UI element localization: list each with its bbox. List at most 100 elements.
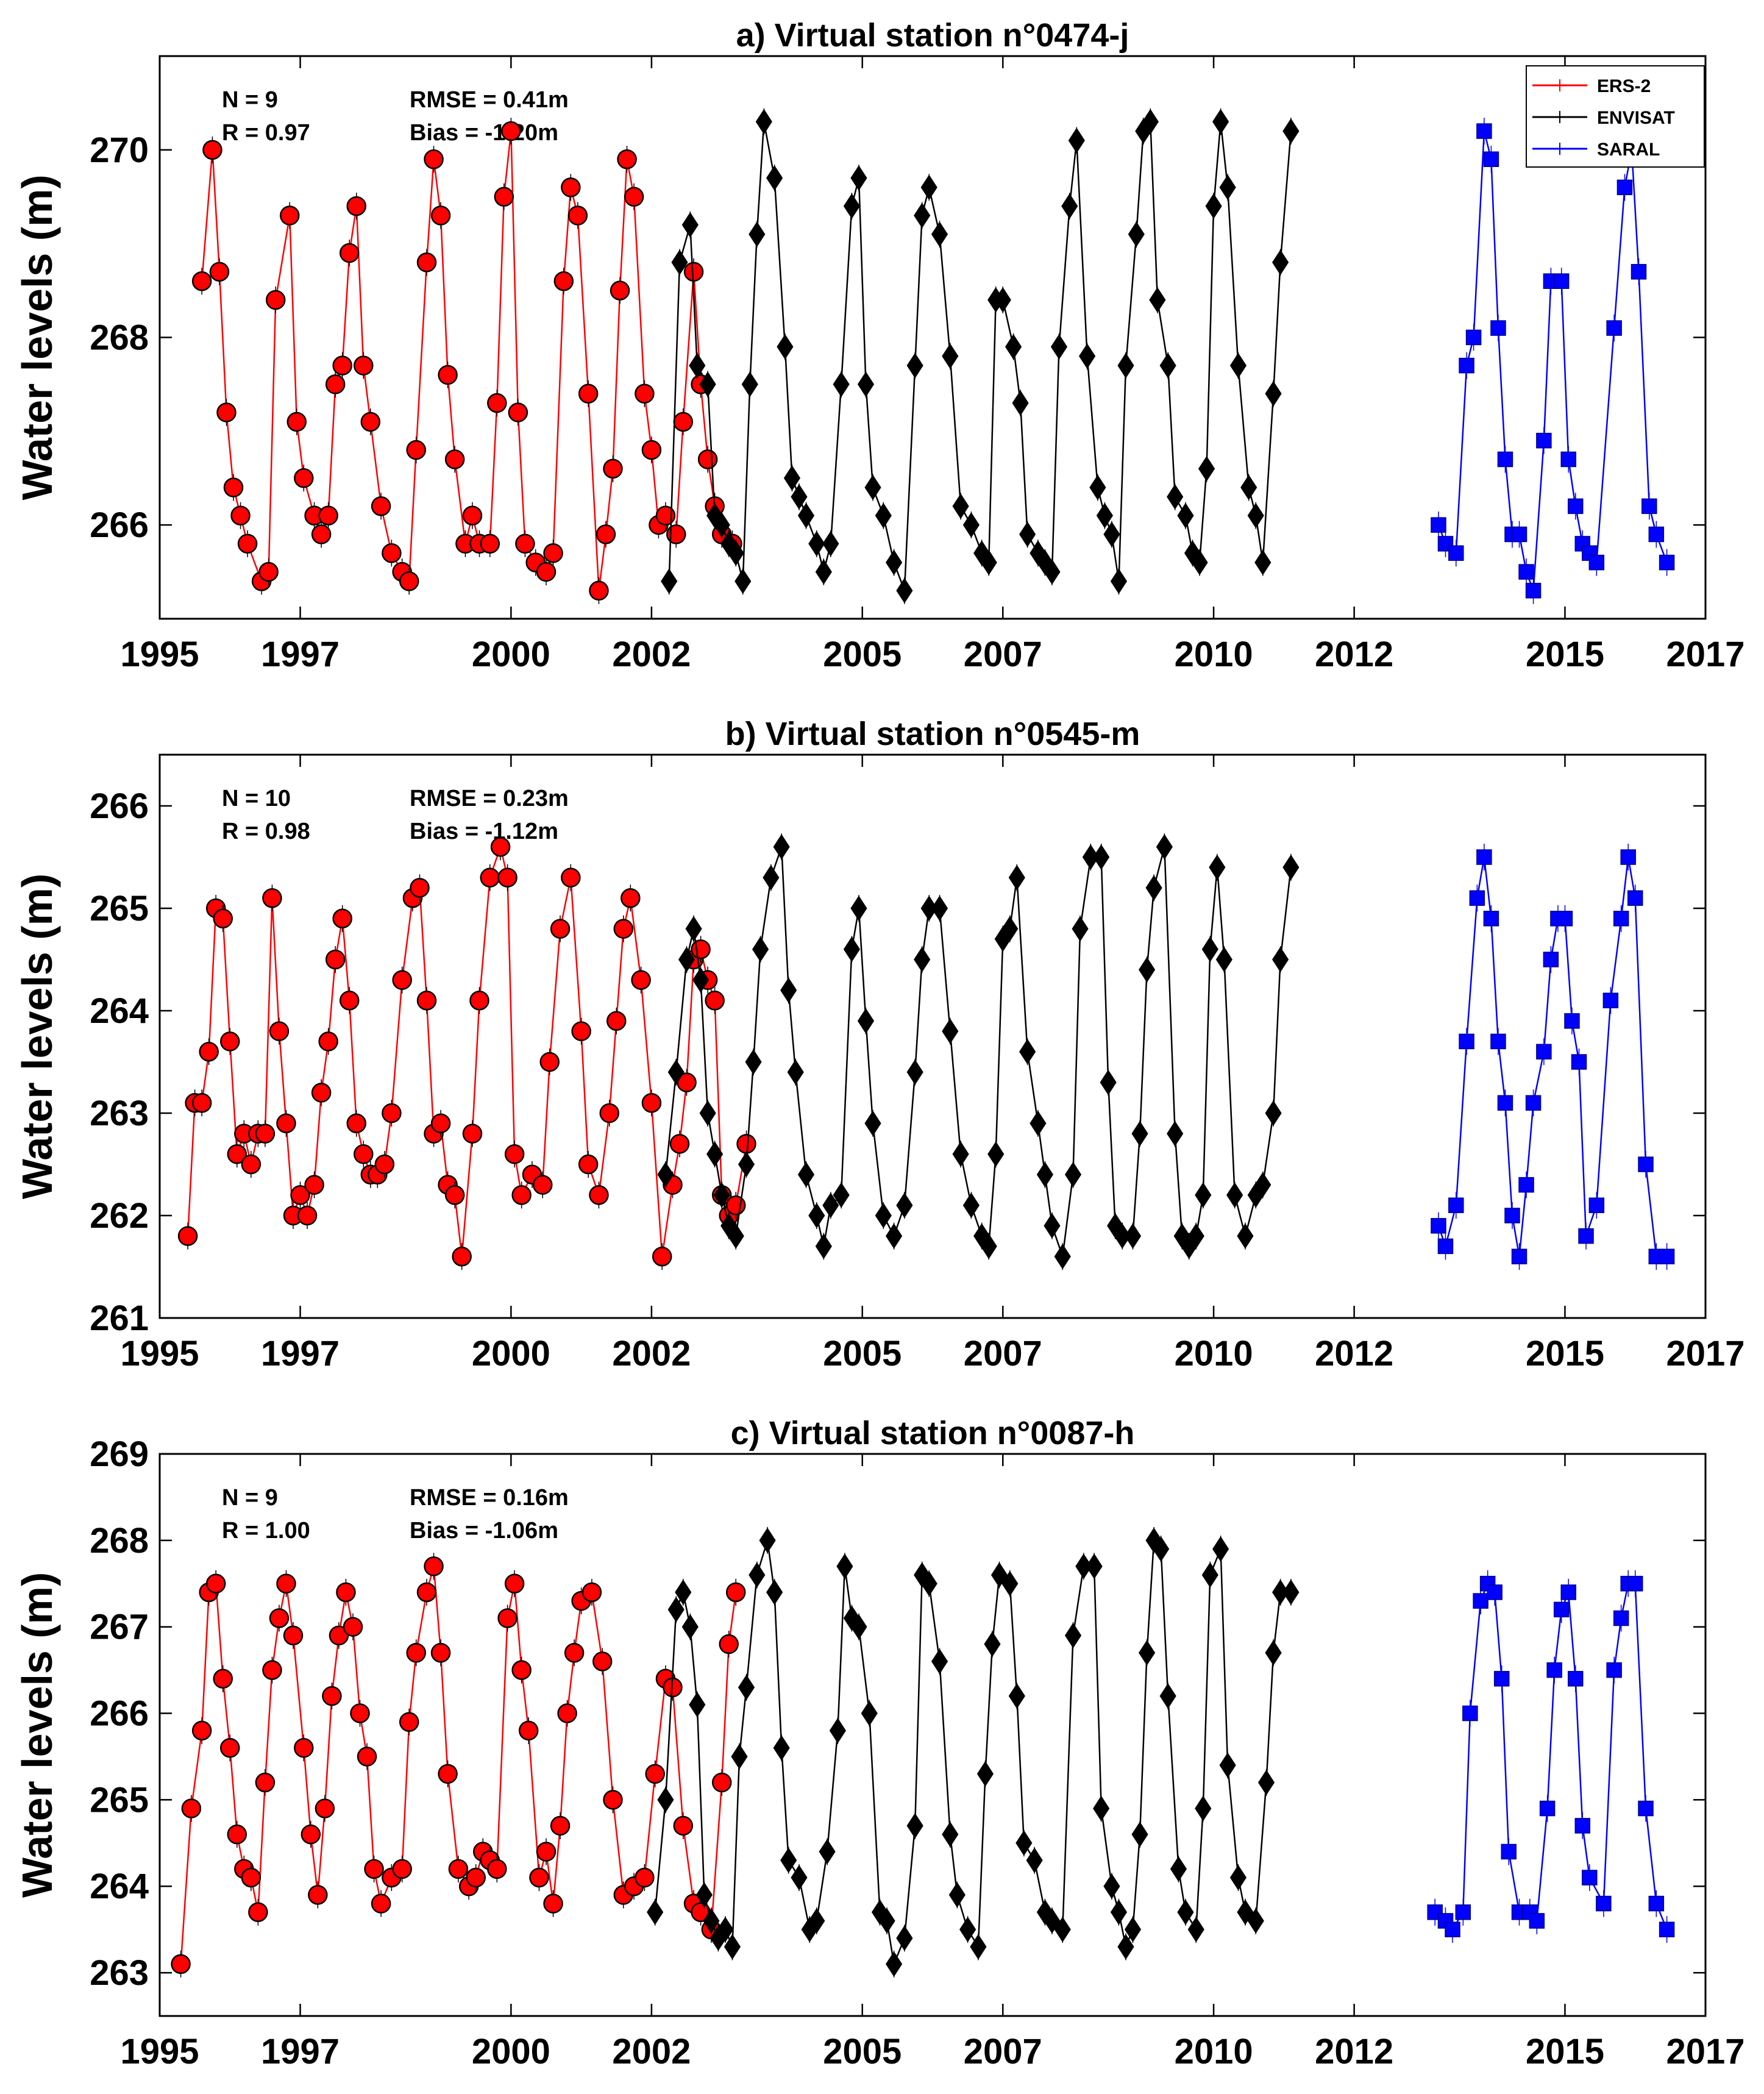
data-point-envisat <box>681 212 699 238</box>
data-point-ers2 <box>223 477 244 497</box>
data-point-envisat <box>667 1597 685 1623</box>
data-point-saral <box>1473 1593 1488 1609</box>
data-point-envisat <box>1201 936 1218 963</box>
data-point-envisat <box>1195 1182 1212 1208</box>
data-point-saral <box>1448 545 1464 561</box>
series-line-envisat <box>668 119 1292 591</box>
y-tick-label: 266 <box>90 1694 149 1734</box>
data-point-saral <box>1462 1705 1478 1722</box>
data-point-ers2 <box>641 440 662 460</box>
x-tick-label: 2007 <box>964 1334 1042 1373</box>
data-point-ers2 <box>301 1824 321 1845</box>
data-point-envisat <box>1103 1873 1120 1900</box>
data-point-envisat <box>685 916 702 942</box>
data-point-ers2 <box>543 543 563 563</box>
x-tick-label: 1997 <box>261 1334 340 1373</box>
data-point-envisat <box>1110 568 1128 594</box>
data-point-envisat <box>1110 1899 1128 1925</box>
data-point-envisat <box>1068 127 1085 154</box>
data-point-envisat <box>906 1059 923 1085</box>
data-point-envisat <box>1257 1770 1275 1795</box>
data-point-envisat <box>850 1614 867 1640</box>
data-point-ers2 <box>241 1154 261 1175</box>
data-point-ers2 <box>227 1824 247 1845</box>
data-point-ers2 <box>497 1608 517 1628</box>
data-point-ers2 <box>406 1642 426 1663</box>
data-point-ers2 <box>736 1134 756 1154</box>
data-point-ers2 <box>220 1031 240 1052</box>
data-point-ers2 <box>508 402 528 422</box>
data-point-ers2 <box>719 1634 739 1654</box>
data-point-saral <box>1483 911 1499 927</box>
data-point-ers2 <box>290 1185 310 1205</box>
data-point-ers2 <box>294 468 314 488</box>
data-point-envisat <box>667 1059 685 1085</box>
data-point-envisat <box>1044 1213 1061 1239</box>
data-point-ers2 <box>205 1573 226 1594</box>
data-point-saral <box>1497 1095 1513 1111</box>
stat-rmse: RMSE = 0.23m <box>410 786 569 811</box>
data-point-envisat <box>752 936 769 963</box>
data-point-ers2 <box>462 505 483 526</box>
data-point-ers2 <box>354 355 374 376</box>
x-tick-label: 1997 <box>261 635 340 674</box>
data-point-envisat <box>1247 1908 1264 1934</box>
stat-rmse: RMSE = 0.16m <box>410 1485 569 1511</box>
data-point-envisat <box>1030 1110 1047 1136</box>
y-tick-label: 266 <box>90 786 149 826</box>
data-point-ers2 <box>564 1642 585 1663</box>
data-point-ers2 <box>262 1660 282 1680</box>
data-point-envisat <box>1205 193 1222 219</box>
data-point-envisat <box>948 1882 966 1908</box>
data-point-ers2 <box>466 1867 486 1888</box>
data-point-envisat <box>1159 1683 1176 1709</box>
data-point-envisat <box>713 512 730 538</box>
x-tick-label: 2012 <box>1315 2032 1393 2071</box>
data-point-ers2 <box>360 411 381 432</box>
data-point-envisat <box>931 896 948 921</box>
data-point-envisat <box>1001 1570 1019 1597</box>
data-point-ers2 <box>276 1113 296 1134</box>
data-point-envisat <box>942 1018 959 1044</box>
data-point-envisat <box>1254 1172 1271 1198</box>
data-point-ers2 <box>258 561 279 582</box>
data-point-envisat <box>791 484 808 510</box>
data-point-envisat <box>1019 1039 1036 1065</box>
data-point-envisat <box>1103 521 1120 547</box>
data-point-envisat <box>1100 1069 1117 1095</box>
data-point-envisat <box>797 502 815 529</box>
data-point-saral <box>1553 273 1570 289</box>
data-point-saral <box>1490 320 1506 336</box>
data-point-envisat <box>1064 1161 1082 1188</box>
data-point-ers2 <box>202 140 222 160</box>
data-point-envisat <box>1265 1100 1282 1126</box>
data-point-envisat <box>783 465 801 491</box>
data-point-envisat <box>734 568 752 594</box>
data-point-ers2 <box>438 365 458 385</box>
data-point-envisat <box>815 559 832 585</box>
x-tick-label: 1997 <box>261 2032 340 2071</box>
data-point-ers2 <box>230 505 251 526</box>
data-point-envisat <box>689 352 706 379</box>
data-point-envisat <box>959 1917 976 1943</box>
data-point-envisat <box>1229 1865 1247 1890</box>
data-point-saral <box>1567 498 1584 515</box>
data-point-envisat <box>1054 1244 1071 1270</box>
data-point-ers2 <box>297 1205 318 1226</box>
y-tick-label: 262 <box>90 1196 149 1236</box>
y-tick-label: 263 <box>90 1094 149 1133</box>
x-tick-label: 2012 <box>1315 1334 1393 1373</box>
data-point-ers2 <box>561 177 581 198</box>
data-point-ers2 <box>578 383 599 404</box>
x-tick-label: 2010 <box>1175 2032 1253 2071</box>
data-point-ers2 <box>603 1790 623 1810</box>
data-point-ers2 <box>315 1798 335 1818</box>
data-point-ers2 <box>567 205 588 226</box>
data-point-ers2 <box>497 867 517 888</box>
data-point-envisat <box>1064 1622 1082 1648</box>
data-point-envisat <box>1124 1223 1142 1249</box>
data-point-envisat <box>706 1141 724 1167</box>
y-tick-label: 268 <box>90 1521 149 1561</box>
x-tick-label: 2010 <box>1175 635 1253 674</box>
data-point-saral <box>1627 1576 1643 1592</box>
